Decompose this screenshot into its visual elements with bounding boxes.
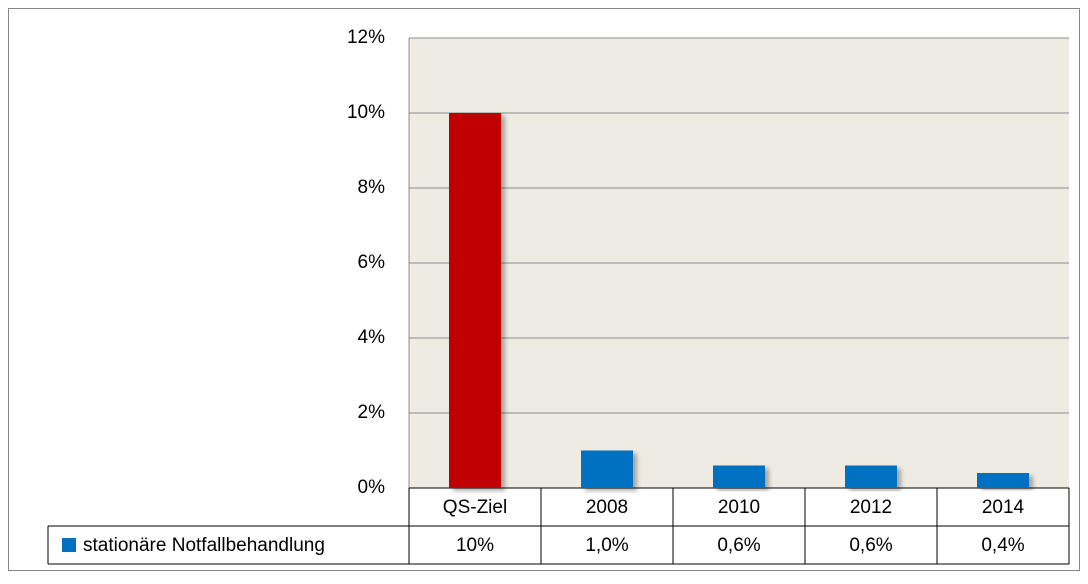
x-tick-label: 2014 <box>982 497 1025 518</box>
bar <box>845 465 897 488</box>
bar <box>713 465 765 488</box>
legend-label: stationäre Notfallbehandlung <box>83 535 325 556</box>
y-tick-label: 0% <box>358 477 386 498</box>
data-label: 0,6% <box>717 535 760 556</box>
bar <box>977 473 1029 488</box>
y-tick-label: 2% <box>358 402 386 423</box>
x-tick-label: QS-Ziel <box>443 497 507 518</box>
legend-swatch <box>62 538 76 552</box>
bar <box>581 450 633 488</box>
data-label: 0,4% <box>981 535 1024 556</box>
data-label: 0,6% <box>849 535 892 556</box>
y-tick-label: 4% <box>358 327 386 348</box>
data-label: 1,0% <box>585 535 628 556</box>
x-tick-label: 2012 <box>850 497 892 518</box>
y-tick-label: 12% <box>347 27 385 48</box>
y-tick-label: 6% <box>358 252 386 273</box>
y-tick-label: 10% <box>347 102 385 123</box>
bar <box>449 113 501 488</box>
x-tick-label: 2010 <box>718 497 760 518</box>
y-tick-label: 8% <box>358 177 386 198</box>
data-label: 10% <box>456 535 494 556</box>
x-tick-label: 2008 <box>586 497 628 518</box>
